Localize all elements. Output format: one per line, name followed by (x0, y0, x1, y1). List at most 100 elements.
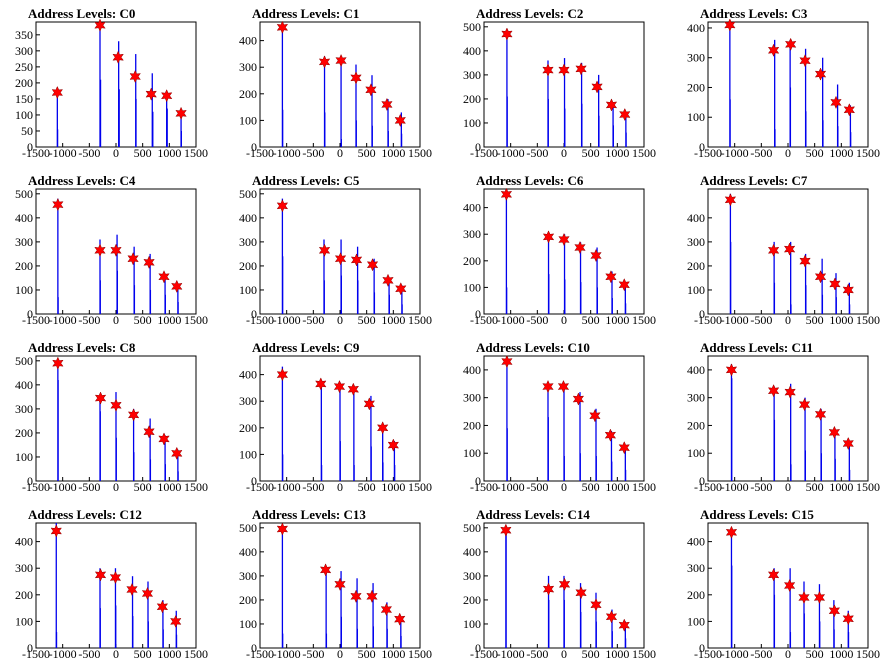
y-tick-label: 400 (239, 545, 257, 559)
x-tick-label: 1500 (408, 146, 432, 160)
y-tick-label: 100 (15, 614, 33, 628)
peak-marker (110, 398, 122, 412)
peak-marker (842, 612, 854, 626)
peak-marker (127, 408, 140, 422)
y-tick-label: 100 (687, 614, 705, 628)
x-tick-label: 500 (582, 647, 600, 661)
y-tick-label: 100 (687, 446, 705, 460)
y-tick-label: 0 (475, 474, 481, 488)
peak-marker (605, 270, 617, 284)
peak-marker (127, 252, 139, 266)
peak-marker (767, 243, 780, 257)
y-tick-label: 400 (687, 21, 705, 35)
x-tick-label: -1000 (49, 480, 77, 494)
x-tick-label: 1000 (605, 647, 629, 661)
peak-marker (500, 523, 512, 537)
x-tick-label: -1000 (721, 313, 749, 327)
y-tick-label: 0 (699, 641, 705, 655)
x-tick-label: -1000 (273, 313, 301, 327)
peak-marker (813, 590, 826, 605)
peak-marker (94, 18, 106, 32)
peak-marker (574, 240, 586, 255)
panel-c0: Address Levels: C0 0 50 100 150 200 250 300 350 -… (15, 6, 208, 160)
peak-marker (319, 563, 332, 577)
y-tick-label: 100 (463, 446, 481, 460)
panel-c9: Address Levels: C9 0 100 200 300 400 -1500-100… (239, 340, 432, 494)
peak-marker (542, 230, 555, 244)
x-tick-label: -1500 (470, 647, 498, 661)
x-tick-label: 0 (561, 146, 567, 160)
y-tick-label: 300 (15, 44, 33, 58)
x-tick-label: -1500 (470, 480, 498, 494)
peak-marker (381, 97, 393, 112)
x-tick-label: -1000 (497, 146, 525, 160)
x-tick-label: -500 (302, 313, 324, 327)
x-tick-label: -500 (750, 647, 772, 661)
peak-marker (350, 589, 362, 603)
panel-c8: Address Levels: C80100200300400500-1500-… (15, 340, 208, 494)
peak-marker (276, 199, 289, 213)
x-tick-label: -500 (750, 480, 772, 494)
y-tick-label: 200 (687, 80, 705, 94)
x-tick-label: 1500 (632, 480, 656, 494)
peak-marker (725, 525, 738, 539)
peak-marker (558, 577, 571, 591)
peak-marker (500, 187, 513, 201)
peak-marker (783, 578, 796, 593)
peak-marker (842, 436, 854, 451)
peak-marker (334, 252, 347, 266)
peak-marker (784, 37, 797, 51)
y-tick-label: 400 (687, 211, 705, 225)
x-tick-label: 1500 (856, 647, 880, 661)
x-tick-label: 1500 (184, 647, 208, 661)
x-tick-label: 0 (113, 480, 119, 494)
peak-marker (605, 610, 618, 624)
x-tick-label: 0 (785, 647, 791, 661)
x-tick-label: -500 (302, 480, 324, 494)
y-tick-label: 200 (239, 421, 257, 435)
x-tick-label: 1000 (829, 647, 853, 661)
x-tick-label: -1000 (497, 480, 525, 494)
peak-marker (171, 446, 183, 460)
y-tick-label: 50 (21, 124, 33, 138)
x-tick-label: -1000 (49, 647, 77, 661)
peak-marker (141, 586, 154, 601)
y-tick-label: 500 (15, 354, 33, 368)
y-tick-label: 200 (463, 254, 481, 268)
y-tick-label: 400 (687, 535, 705, 549)
x-tick-label: -1500 (246, 313, 274, 327)
x-tick-label: 1000 (829, 146, 853, 160)
y-tick-label: 300 (687, 391, 705, 405)
peak-marker (94, 568, 107, 582)
x-tick-label: -1500 (22, 313, 50, 327)
peak-marker (380, 602, 393, 617)
y-tick-label: 400 (463, 545, 481, 559)
panel-title: Address Levels: C6 (476, 173, 584, 188)
y-tick-label: 200 (239, 87, 257, 101)
y-tick-label: 200 (239, 593, 257, 607)
y-tick-label: 0 (251, 641, 257, 655)
x-tick-label: -500 (750, 146, 772, 160)
x-tick-label: 500 (358, 313, 376, 327)
y-tick-label: 100 (15, 283, 33, 297)
x-tick-label: -1500 (246, 480, 274, 494)
peak-marker (843, 103, 856, 117)
peak-marker (171, 279, 183, 293)
x-tick-label: 1000 (829, 313, 853, 327)
peak-marker (158, 432, 170, 446)
peak-marker (50, 524, 62, 538)
x-tick-label: -1500 (694, 480, 722, 494)
panel-c14: Address Levels: C14 0 100 200 300 400 500 -1500… (463, 507, 656, 661)
y-tick-label: 200 (687, 588, 705, 602)
peak-marker (558, 232, 570, 247)
x-tick-label: -500 (750, 313, 772, 327)
x-tick-label: 500 (134, 647, 152, 661)
x-tick-label: 1500 (408, 313, 432, 327)
y-tick-label: 0 (251, 307, 257, 321)
y-tick-label: 350 (15, 28, 33, 42)
x-tick-label: 1500 (632, 647, 656, 661)
plot-frame (259, 21, 421, 148)
y-tick-label: 0 (699, 140, 705, 154)
peak-marker (619, 107, 631, 122)
peak-marker (382, 273, 394, 287)
